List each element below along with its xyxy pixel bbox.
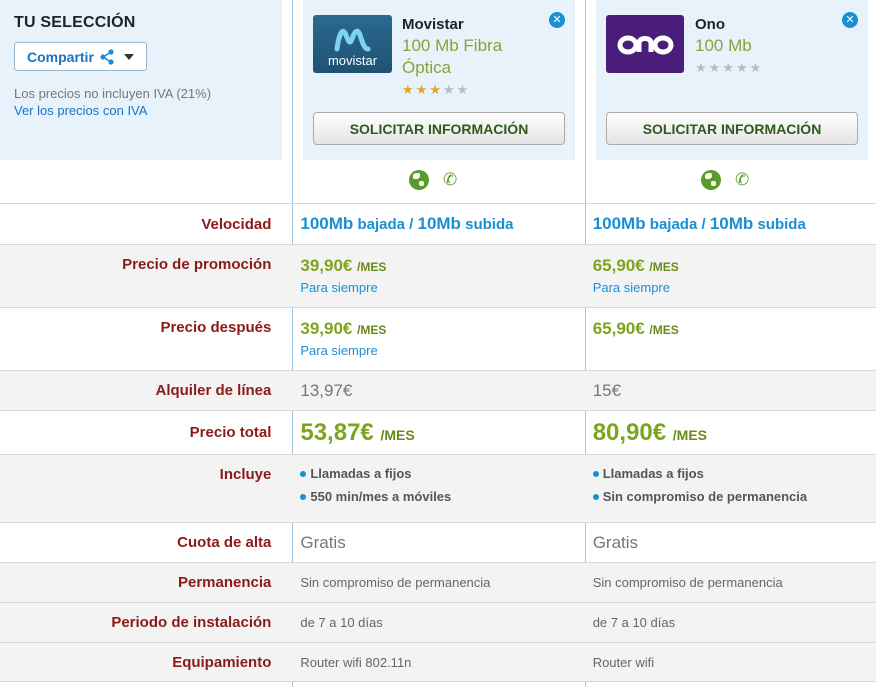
star-icon: ★ (402, 82, 414, 97)
table-row: Alquiler de línea 13,97€ 15€ (0, 370, 876, 410)
svg-text:movistar: movistar (328, 53, 378, 68)
table-row: Precio después 39,90€ /MES Para siempre … (0, 307, 876, 370)
close-icon[interactable]: ✕ (549, 12, 565, 28)
movistar-logo: movistar (313, 15, 392, 73)
speed-cell: 100Mb bajada / 10Mb subida (592, 214, 806, 233)
star-icon: ★ (708, 60, 721, 75)
row-label: Velocidad (201, 215, 272, 233)
promo-note: Para siempre (592, 280, 670, 295)
row-label: Precio después (160, 319, 272, 336)
rating-stars: ★ ★ ★ ★ ★ (695, 61, 761, 74)
star-icon: ★ (429, 82, 441, 97)
rating-stars: ★ ★ ★ ★ ★ (402, 83, 468, 96)
provider-plan: 100 Mb Fibra Óptica (402, 36, 503, 77)
list-item: Sin compromiso de permanencia (592, 489, 876, 504)
permanence-cell: Sin compromiso de permanencia (300, 575, 491, 590)
vat-note: Los precios no incluyen IVA (21%) (14, 86, 212, 101)
total-price-cell: 53,87€ /MES (300, 418, 415, 446)
globe-icon[interactable] (701, 170, 721, 190)
vat-prices-link[interactable]: Ver los precios con IVA (14, 103, 148, 118)
globe-icon[interactable] (409, 170, 429, 190)
provider-name: Movistar (402, 16, 464, 33)
request-info-button[interactable]: SOLICITAR INFORMACIÓN (313, 112, 565, 145)
row-label: Precio de promoción (122, 256, 272, 273)
row-label: Equipamiento (172, 653, 272, 671)
total-price-cell: 80,90€ /MES (592, 418, 707, 446)
provider-name: Ono (695, 16, 725, 33)
comparison-table: Velocidad 100Mb bajada / 10Mb subida 100… (0, 203, 876, 682)
provider-plan: 100 Mb (695, 36, 752, 55)
includes-cell: Llamadas a fijos 550 min/mes a móviles (291, 466, 583, 522)
selection-title: TU SELECCIÓN (14, 14, 136, 31)
promo-price-cell: 65,90€ /MES Para siempre (584, 256, 876, 307)
promo-price-cell: 39,90€ /MES Para siempre (291, 256, 583, 307)
contact-icons-ono: ✆ (701, 170, 749, 190)
after-note: Para siempre (300, 343, 378, 358)
after-price-cell: 39,90€ /MES Para siempre (291, 319, 583, 370)
row-label: Incluye (219, 466, 272, 483)
list-item: Llamadas a fijos (300, 466, 583, 481)
signup-fee-cell: Gratis (300, 532, 346, 552)
star-icon: ★ (695, 60, 707, 75)
install-period-cell: de 7 a 10 días (592, 615, 676, 630)
request-info-button[interactable]: SOLICITAR INFORMACIÓN (606, 112, 858, 145)
contact-icons-movistar: ✆ (409, 170, 457, 190)
column-divider (292, 0, 293, 687)
star-icon: ★ (456, 82, 469, 97)
table-row: Velocidad 100Mb bajada / 10Mb subida 100… (0, 203, 876, 244)
table-row: Incluye Llamadas a fijos 550 min/mes a m… (0, 454, 876, 522)
row-label: Permanencia (177, 574, 272, 591)
line-rental-cell: 13,97€ (300, 380, 353, 400)
row-label: Precio total (189, 424, 272, 441)
share-button[interactable]: Compartir (14, 42, 147, 71)
list-item: 550 min/mes a móviles (300, 489, 583, 504)
table-row: Equipamiento Router wifi 802.11n Router … (0, 642, 876, 682)
install-period-cell: de 7 a 10 días (300, 615, 383, 630)
star-icon: ★ (722, 60, 734, 75)
after-price-cell: 65,90€ /MES (592, 319, 679, 338)
table-row: Precio total 53,87€ /MES 80,90€ /MES (0, 410, 876, 454)
star-icon: ★ (735, 60, 748, 75)
column-divider (585, 0, 586, 687)
share-icon (100, 48, 114, 65)
list-item: Llamadas a fijos (592, 466, 876, 481)
ono-logo (606, 15, 684, 73)
share-label: Compartir (27, 48, 94, 65)
table-row: Permanencia Sin compromiso de permanenci… (0, 562, 876, 602)
signup-fee-cell: Gratis (592, 532, 639, 552)
chevron-down-icon (123, 53, 134, 60)
table-row: Cuota de alta Gratis Gratis (0, 522, 876, 562)
provider-card-ono: Ono 100 Mb ★ ★ ★ ★ ★ ✕ SOLICITAR INFORMA… (596, 0, 868, 160)
table-row: Periodo de instalación de 7 a 10 días de… (0, 602, 876, 642)
permanence-cell: Sin compromiso de permanencia (592, 575, 783, 590)
table-row: Precio de promoción 39,90€ /MES Para sie… (0, 244, 876, 307)
phone-icon[interactable]: ✆ (443, 170, 458, 189)
row-label: Alquiler de línea (155, 382, 272, 399)
provider-card-movistar: movistar Movistar 100 Mb Fibra Óptica ★ … (303, 0, 575, 160)
star-icon: ★ (442, 82, 455, 97)
star-icon: ★ (749, 60, 762, 75)
row-label: Cuota de alta (177, 534, 272, 551)
star-icon: ★ (415, 82, 428, 97)
promo-note: Para siempre (300, 280, 378, 295)
includes-cell: Llamadas a fijos Sin compromiso de perma… (584, 466, 876, 522)
line-rental-cell: 15€ (592, 380, 622, 400)
row-label: Periodo de instalación (111, 614, 272, 631)
equipment-cell: Router wifi 802.11n (300, 654, 412, 670)
speed-cell: 100Mb bajada / 10Mb subida (300, 214, 514, 233)
equipment-cell: Router wifi (592, 654, 655, 670)
phone-icon[interactable]: ✆ (735, 170, 750, 189)
close-icon[interactable]: ✕ (842, 12, 858, 28)
selection-panel: TU SELECCIÓN Compartir Los precios no in… (0, 0, 282, 160)
